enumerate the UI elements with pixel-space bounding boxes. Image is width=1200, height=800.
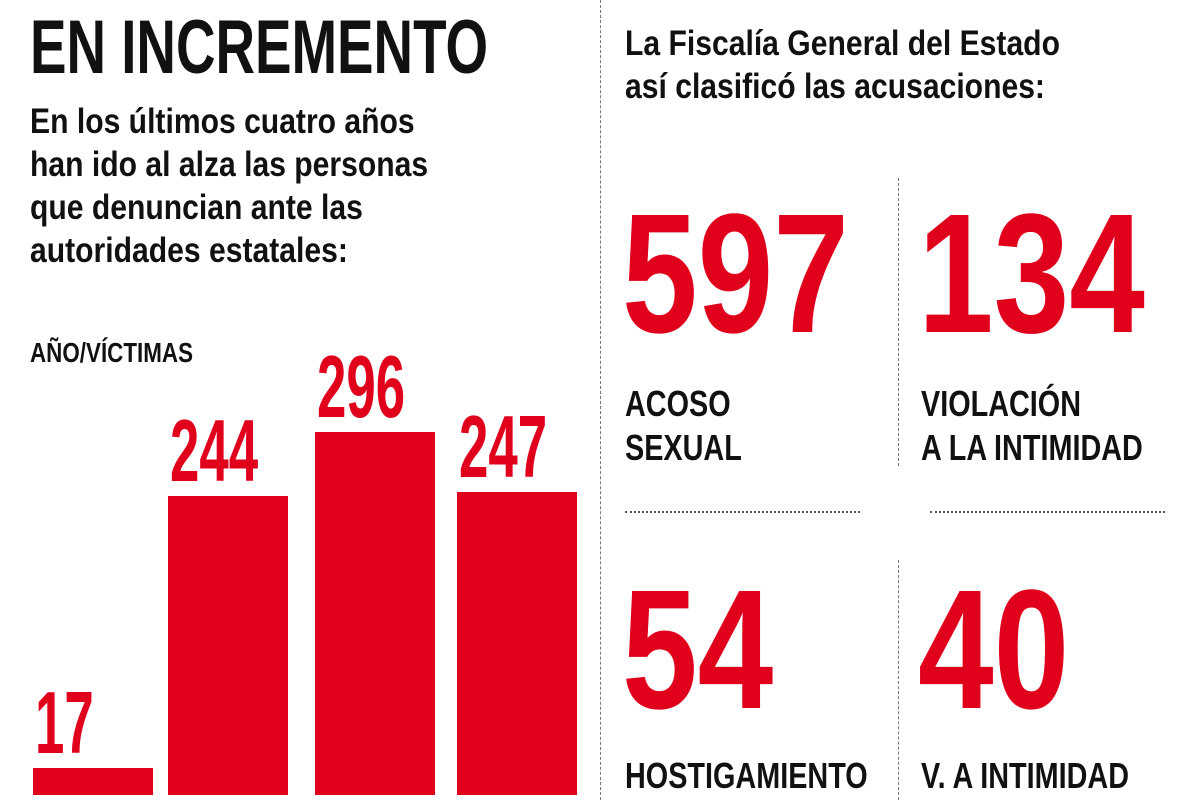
stat-label-hostigamiento: HOSTIGAMIENTO [625,754,928,798]
stat-label-line: SEXUAL [625,427,742,468]
stat-label-violacion: VIOLACIÓN A LA INTIMIDAD [921,382,1198,470]
stat-value-acoso: 597 [622,176,906,372]
bar-label-text: 296 [317,337,406,436]
stat-label-acoso: ACOSO SEXUAL [625,382,771,470]
stat-value-hostigamiento: 54 [622,552,811,748]
bar-label-3: 247 [459,396,606,498]
left-subtitle-line: que denuncian ante las [30,188,363,227]
bar-0 [33,768,153,795]
bar-3 [457,492,577,795]
left-subtitle: En los últimos cuatro años han ido al al… [30,100,493,272]
left-subtitle-line: han ido al alza las personas [30,145,429,184]
stat-value-violacion: 134 [918,176,1200,372]
y-axis-label: AÑO/VÍCTIMAS [30,336,234,370]
right-subtitle-line: así clasificó las acusaciones: [625,67,1045,106]
divider-vertical [600,0,601,800]
bar-label-2: 296 [317,336,464,438]
stat-label-line: ACOSO [625,383,731,424]
stat-value-text: 40 [918,555,1070,745]
chart-title: EN INCREMENTO [30,4,666,92]
stat-label-v-intimidad: V. A INTIMIDAD [921,754,1181,798]
stat-label-line: V. A INTIMIDAD [921,755,1130,796]
divider-h-left [625,511,860,513]
divider-stats-top [898,178,899,466]
bar-label-1: 244 [170,400,317,502]
stat-value-v-intimidad: 40 [918,552,1107,748]
stat-label-line: VIOLACIÓN [921,383,1082,424]
stat-value-text: 54 [622,555,774,745]
bar-label-text: 244 [170,400,259,500]
y-axis-label-text: AÑO/VÍCTIMAS [30,337,194,368]
divider-h-right [930,511,1165,513]
bar-label-text: 17 [35,673,94,772]
left-subtitle-line: En los últimos cuatro años [30,102,415,141]
stat-label-line: A LA INTIMIDAD [921,427,1143,468]
bar-label-0: 17 [35,672,133,774]
right-subtitle-line: La Fiscalía General del Estado [625,24,1060,63]
chart-title-text: EN INCREMENTO [30,5,489,90]
right-subtitle: La Fiscalía General del Estado así clasi… [625,22,1131,108]
stat-label-line: HOSTIGAMIENTO [625,755,868,796]
bar-1 [168,495,288,795]
stat-value-text: 134 [918,179,1145,369]
stat-value-text: 597 [622,179,849,369]
divider-stats-bottom [898,560,899,800]
left-subtitle-line: autoridades estatales: [30,231,348,270]
bar-2 [315,432,435,795]
bar-label-text: 247 [459,397,548,497]
